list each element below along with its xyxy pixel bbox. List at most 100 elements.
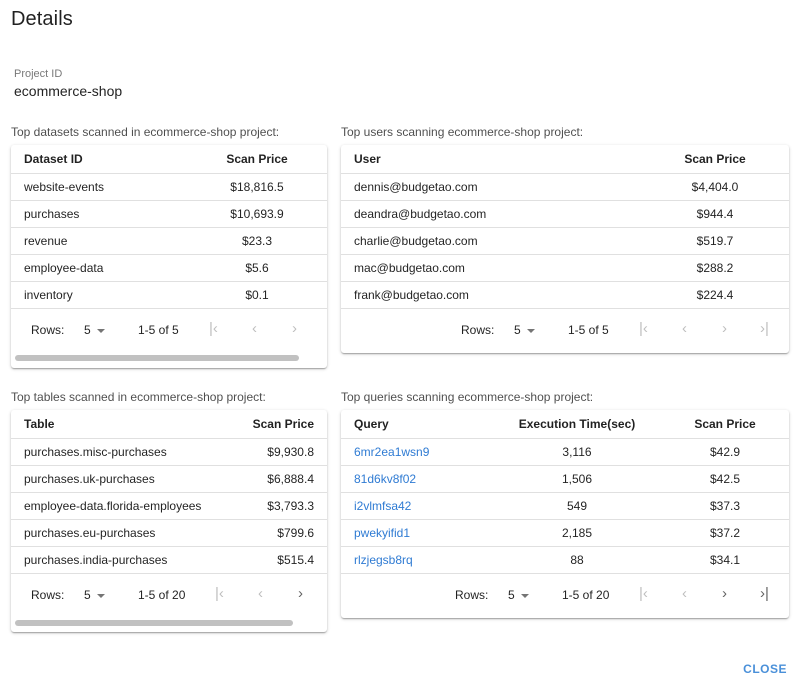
column-header-user[interactable]: User (341, 145, 641, 174)
table-row: purchases.uk-purchases $6,888.4 (11, 465, 327, 493)
tables-card: Table Scan Price purchases.misc-purchase… (11, 410, 327, 632)
project-id-label: Project ID (14, 68, 63, 80)
page-range-text: 1-5 of 20 (562, 588, 610, 602)
column-header-scan-price[interactable]: Scan Price (231, 410, 327, 439)
scan-price-cell: $42.5 (661, 465, 789, 493)
first-page-icon[interactable]: |‹ (209, 320, 218, 337)
rows-per-page-select[interactable]: 5 (84, 588, 105, 602)
user-cell: deandra@budgetao.com (341, 200, 641, 228)
queries-section-title: Top queries scanning ecommerce-shop proj… (341, 390, 594, 404)
scan-price-cell: $288.2 (641, 254, 789, 282)
scan-price-cell: $3,793.3 (231, 492, 327, 520)
users-table: User Scan Price dennis@budgetao.com $4,40… (341, 145, 789, 309)
scan-price-cell: $0.1 (187, 281, 327, 309)
scan-price-cell: $224.4 (641, 281, 789, 309)
query-link[interactable]: pwekyifid1 (341, 519, 493, 547)
table-row: 81d6kv8f02 1,506 $42.5 (341, 465, 789, 493)
scrollbar-thumb[interactable] (15, 620, 293, 626)
scan-price-cell: $34.1 (661, 546, 789, 574)
scan-price-cell: $37.2 (661, 519, 789, 547)
column-header-scan-price[interactable]: Scan Price (661, 410, 789, 439)
last-page-icon[interactable]: ›| (760, 585, 769, 602)
project-id-value: ecommerce-shop (14, 83, 123, 99)
table-row: purchases.misc-purchases $9,930.8 (11, 438, 327, 466)
execution-time-cell: 88 (493, 546, 661, 574)
column-header-table[interactable]: Table (11, 410, 231, 439)
table-row: frank@budgetao.com $224.4 (341, 281, 789, 309)
users-pagination: Rows: 5 1-5 of 5 |‹ ‹ › ›| (341, 308, 789, 352)
tables-table: Table Scan Price purchases.misc-purchase… (11, 410, 327, 574)
datasets-pagination: Rows: 5 1-5 of 5 |‹ ‹ › (11, 308, 327, 352)
users-card: User Scan Price dennis@budgetao.com $4,40… (341, 145, 789, 353)
execution-time-cell: 2,185 (493, 519, 661, 547)
page-range-text: 1-5 of 20 (138, 588, 186, 602)
scan-price-cell: $23.3 (187, 227, 327, 255)
horizontal-scrollbar[interactable] (13, 354, 325, 362)
query-link[interactable]: i2vlmfsa42 (341, 492, 493, 520)
execution-time-cell: 3,116 (493, 438, 661, 466)
query-link[interactable]: 81d6kv8f02 (341, 465, 493, 493)
chevron-right-icon[interactable]: › (298, 585, 303, 602)
page-range-text: 1-5 of 5 (568, 323, 609, 337)
dataset-id-cell: website-events (11, 173, 187, 201)
rows-per-page-select[interactable]: 5 (514, 323, 535, 337)
scan-price-cell: $5.6 (187, 254, 327, 282)
datasets-table: Dataset ID Scan Price website-events $18,… (11, 145, 327, 309)
column-header-dataset-id[interactable]: Dataset ID (11, 145, 187, 174)
table-row: deandra@budgetao.com $944.4 (341, 200, 789, 228)
page-range-text: 1-5 of 5 (138, 323, 179, 337)
table-row: revenue $23.3 (11, 227, 327, 255)
table-row: dennis@budgetao.com $4,404.0 (341, 173, 789, 201)
queries-table: Query Execution Time(sec) Scan Price 6mr… (341, 410, 789, 574)
scan-price-cell: $37.3 (661, 492, 789, 520)
column-header-execution-time[interactable]: Execution Time(sec) (493, 410, 661, 439)
chevron-left-icon[interactable]: ‹ (252, 320, 257, 337)
table-name-cell: purchases.eu-purchases (11, 519, 231, 547)
close-button[interactable]: CLOSE (743, 662, 787, 676)
chevron-left-icon[interactable]: ‹ (258, 585, 263, 602)
dataset-id-cell: inventory (11, 281, 187, 309)
scan-price-cell: $4,404.0 (641, 173, 789, 201)
scan-price-cell: $42.9 (661, 438, 789, 466)
first-page-icon[interactable]: |‹ (215, 585, 224, 602)
caret-down-icon (526, 329, 535, 333)
chevron-right-icon[interactable]: › (722, 320, 727, 337)
rows-per-page-select[interactable]: 5 (84, 323, 105, 337)
table-row: purchases.india-purchases $515.4 (11, 546, 327, 574)
table-row: 6mr2ea1wsn9 3,116 $42.9 (341, 438, 789, 466)
rows-per-page-value: 5 (514, 323, 521, 337)
scrollbar-thumb[interactable] (15, 355, 299, 361)
last-page-icon[interactable]: ›| (760, 320, 769, 337)
chevron-right-icon[interactable]: › (722, 585, 727, 602)
caret-down-icon (520, 594, 529, 598)
rows-per-page-select[interactable]: 5 (508, 588, 529, 602)
chevron-right-icon[interactable]: › (292, 320, 297, 337)
scan-price-cell: $519.7 (641, 227, 789, 255)
table-row: rlzjegsb8rq 88 $34.1 (341, 546, 789, 574)
query-link[interactable]: 6mr2ea1wsn9 (341, 438, 493, 466)
rows-per-page-label: Rows: (461, 323, 495, 337)
user-cell: dennis@budgetao.com (341, 173, 641, 201)
execution-time-cell: 1,506 (493, 465, 661, 493)
table-name-cell: purchases.misc-purchases (11, 438, 231, 466)
column-header-scan-price[interactable]: Scan Price (641, 145, 789, 174)
rows-per-page-label: Rows: (455, 588, 489, 602)
tables-section-title: Top tables scanned in ecommerce-shop pro… (11, 390, 266, 404)
user-cell: mac@budgetao.com (341, 254, 641, 282)
table-row: purchases $10,693.9 (11, 200, 327, 228)
first-page-icon[interactable]: |‹ (639, 320, 648, 337)
datasets-section-title: Top datasets scanned in ecommerce-shop p… (11, 125, 280, 139)
user-cell: frank@budgetao.com (341, 281, 641, 309)
column-header-scan-price[interactable]: Scan Price (187, 145, 327, 174)
table-row: i2vlmfsa42 549 $37.3 (341, 492, 789, 520)
table-row: employee-data.florida-employees $3,793.3 (11, 492, 327, 520)
first-page-icon[interactable]: |‹ (639, 585, 648, 602)
caret-down-icon (96, 594, 105, 598)
horizontal-scrollbar[interactable] (13, 619, 325, 627)
users-section-title: Top users scanning ecommerce-shop projec… (341, 125, 584, 139)
column-header-query[interactable]: Query (341, 410, 493, 439)
chevron-left-icon[interactable]: ‹ (682, 320, 687, 337)
query-link[interactable]: rlzjegsb8rq (341, 546, 493, 574)
chevron-left-icon[interactable]: ‹ (682, 585, 687, 602)
